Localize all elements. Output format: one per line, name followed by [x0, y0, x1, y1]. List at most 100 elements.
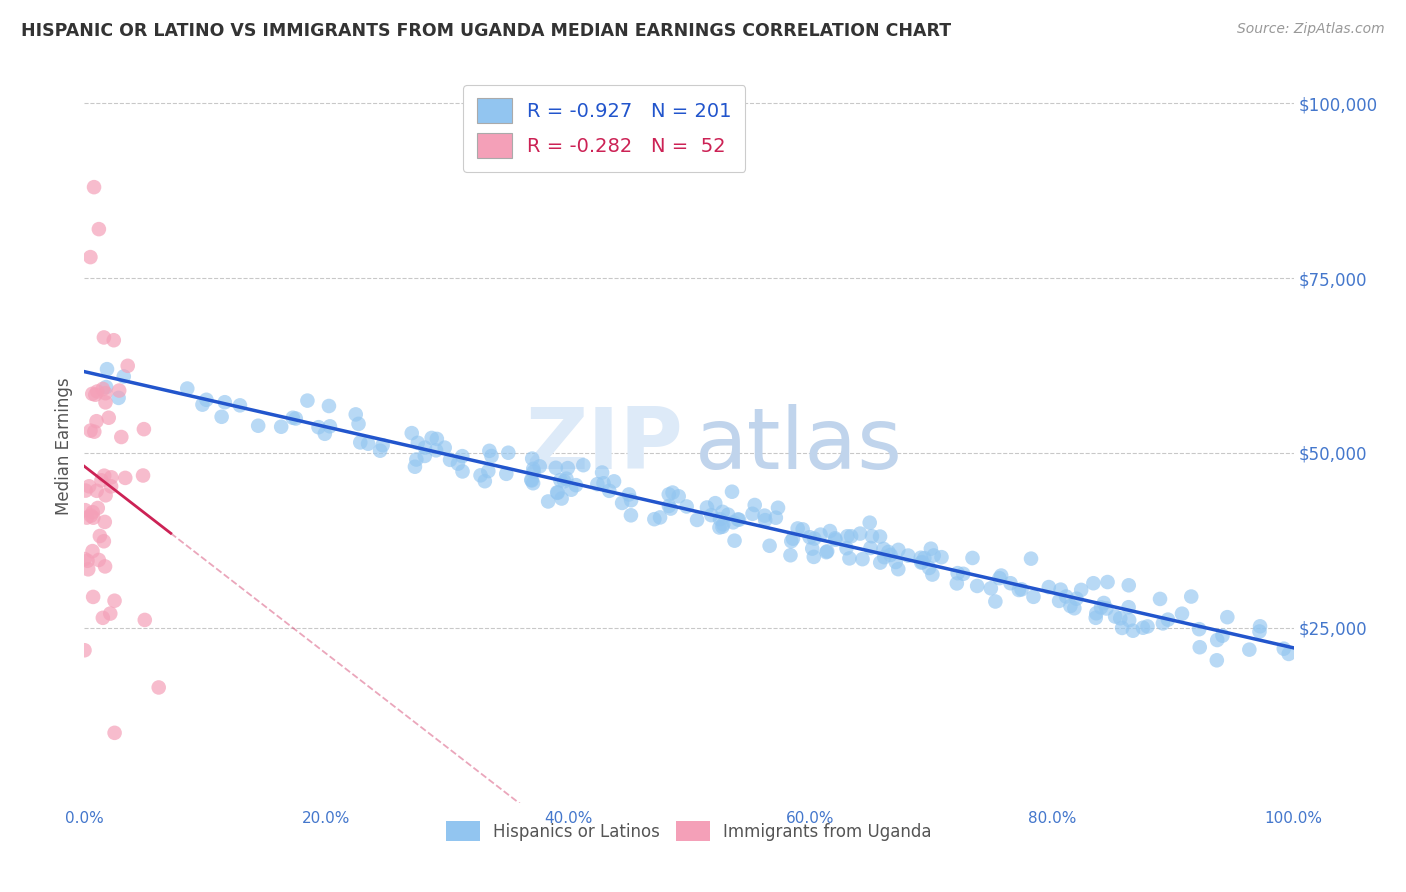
Point [869, 556, 891, 570]
Point [117, 359, 139, 373]
Point [1066, 591, 1088, 606]
Point [284, 411, 307, 425]
Point [404, 459, 426, 474]
Point [211, 409, 233, 424]
Point [80, 508, 103, 523]
Point [931, 550, 953, 565]
Point [94, 395, 117, 409]
Point [711, 505, 734, 519]
Point [1239, 642, 1261, 657]
Point [696, 500, 718, 515]
Point [91, 611, 114, 625]
Point [520, 474, 543, 488]
Point [214, 395, 236, 409]
Point [349, 435, 371, 450]
Y-axis label: Median Earnings: Median Earnings [55, 377, 73, 515]
Point [76, 554, 98, 568]
Point [912, 551, 935, 566]
Point [728, 513, 751, 527]
Point [818, 524, 841, 538]
Point [869, 530, 891, 544]
Point [103, 593, 125, 607]
Point [1019, 551, 1042, 566]
Point [1097, 575, 1119, 590]
Point [1188, 622, 1211, 636]
Point [75, 483, 97, 498]
Point [79, 250, 101, 264]
Point [1070, 582, 1092, 597]
Point [148, 681, 170, 695]
Point [741, 507, 763, 521]
Point [1092, 596, 1115, 610]
Point [1022, 590, 1045, 604]
Point [1278, 647, 1301, 661]
Point [439, 453, 461, 467]
Point [529, 459, 551, 474]
Point [94, 515, 117, 529]
Point [918, 561, 941, 575]
Point [721, 516, 744, 530]
Point [470, 468, 492, 483]
Point [952, 566, 974, 581]
Point [1008, 582, 1031, 597]
Point [98, 607, 121, 621]
Point [1132, 621, 1154, 635]
Point [319, 419, 342, 434]
Point [544, 460, 567, 475]
Point [550, 491, 572, 506]
Point [82, 510, 104, 524]
Point [648, 510, 671, 524]
Point [344, 408, 367, 422]
Point [1038, 580, 1060, 594]
Point [659, 501, 682, 516]
Point [93, 468, 115, 483]
Point [522, 462, 544, 476]
Point [1083, 576, 1105, 591]
Point [1111, 621, 1133, 635]
Point [371, 438, 394, 452]
Point [658, 499, 681, 513]
Point [709, 520, 731, 534]
Point [815, 545, 838, 559]
Point [401, 426, 423, 441]
Point [1049, 582, 1071, 597]
Point [451, 465, 474, 479]
Point [195, 392, 218, 407]
Point [911, 555, 934, 569]
Point [555, 472, 578, 486]
Point [1109, 611, 1132, 625]
Point [779, 548, 801, 562]
Text: Source: ZipAtlas.com: Source: ZipAtlas.com [1237, 22, 1385, 37]
Point [1205, 653, 1227, 667]
Point [229, 398, 252, 412]
Point [281, 410, 304, 425]
Text: atlas: atlas [695, 404, 903, 488]
Point [758, 539, 780, 553]
Point [1118, 578, 1140, 592]
Point [851, 552, 873, 566]
Point [859, 541, 882, 555]
Point [910, 550, 932, 565]
Point [879, 548, 901, 562]
Point [112, 369, 135, 384]
Point [77, 562, 100, 576]
Point [700, 508, 723, 523]
Point [77, 479, 100, 493]
Point [744, 498, 766, 512]
Point [1157, 613, 1180, 627]
Point [1206, 633, 1229, 648]
Point [82, 387, 104, 401]
Point [1272, 641, 1295, 656]
Point [603, 475, 626, 489]
Point [347, 417, 370, 431]
Point [675, 500, 697, 514]
Point [520, 473, 543, 487]
Point [990, 568, 1012, 582]
Point [495, 467, 517, 481]
Point [1095, 601, 1118, 615]
Point [103, 333, 125, 347]
Point [114, 471, 136, 485]
Point [314, 426, 336, 441]
Point [406, 435, 429, 450]
Point [93, 534, 115, 549]
